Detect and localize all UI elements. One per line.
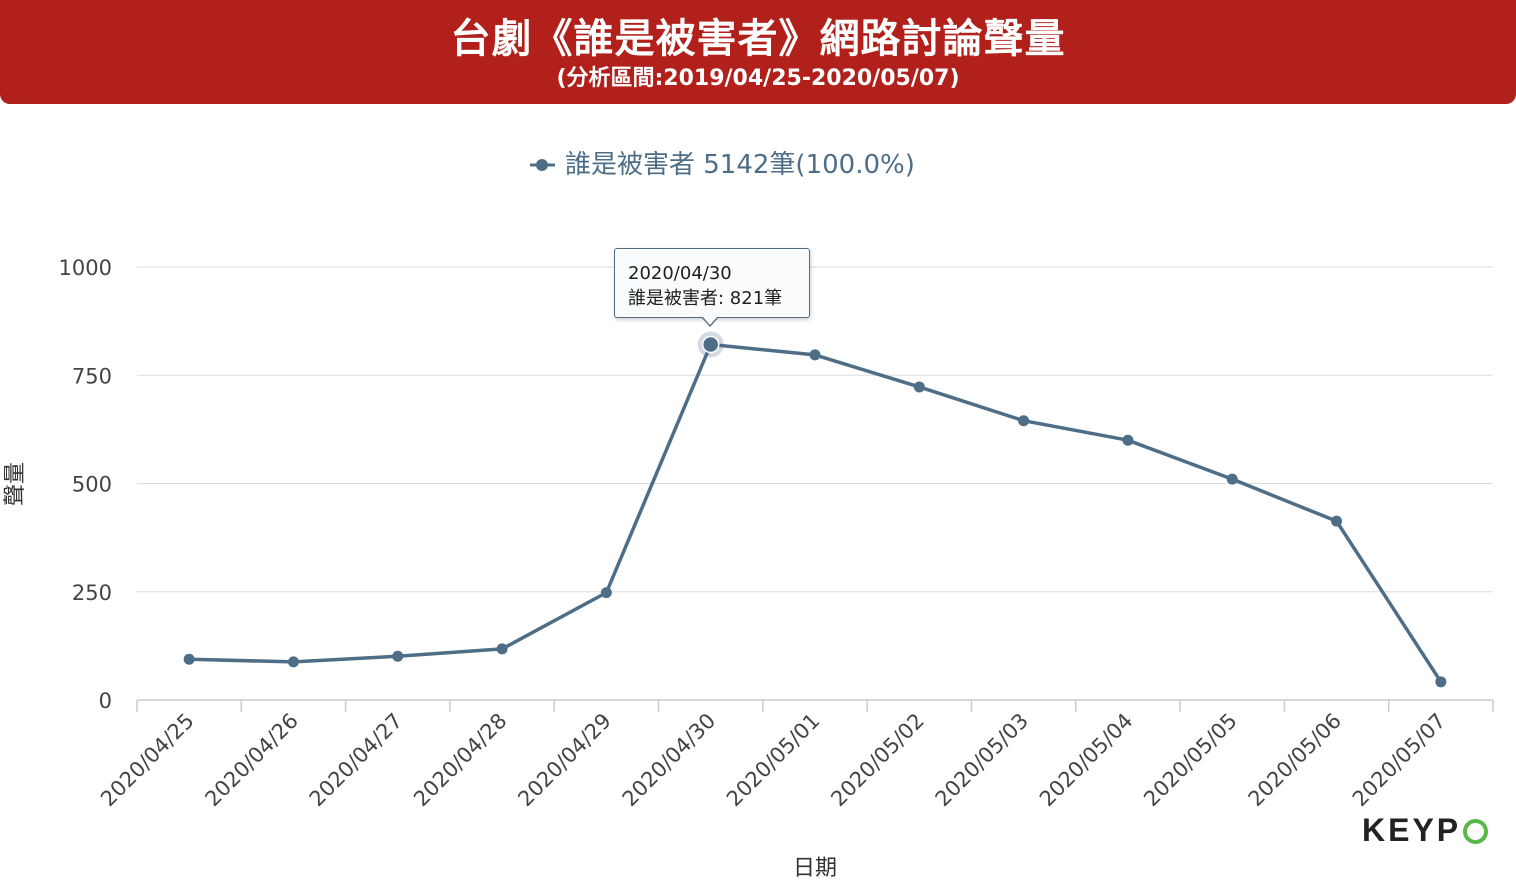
x-tick-label: 2020/04/28 — [409, 709, 512, 812]
y-tick-label: 500 — [72, 473, 112, 497]
x-tick-label: 2020/05/03 — [931, 709, 1034, 812]
data-point — [496, 643, 508, 655]
x-tick-label: 2020/04/30 — [618, 709, 721, 812]
data-point — [1435, 676, 1447, 688]
x-tick-label: 2020/05/01 — [722, 709, 825, 812]
tooltip-value: 誰是被害者: 821筆 — [628, 288, 783, 309]
y-tick-label: 750 — [72, 364, 112, 388]
y-axis-title: 聲量 — [3, 462, 28, 506]
x-tick-label: 2020/05/05 — [1139, 709, 1242, 812]
grid — [137, 266, 1493, 593]
tooltip-pointer-fill — [702, 316, 718, 325]
y-tick-label: 0 — [99, 689, 112, 713]
x-tick-label: 2020/04/29 — [513, 709, 616, 812]
legend-label: 誰是被害者 5142筆(100.0%) — [565, 150, 915, 180]
x-tick-label: 2020/05/04 — [1035, 709, 1138, 812]
data-point — [287, 656, 299, 668]
x-tick-label: 2020/05/02 — [826, 709, 929, 812]
x-tick-label: 2020/04/27 — [305, 709, 408, 812]
data-point — [809, 349, 821, 361]
legend[interactable]: 誰是被害者 5142筆(100.0%) — [530, 150, 915, 180]
data-point — [1226, 473, 1238, 485]
data-point — [600, 587, 612, 599]
series-line — [189, 342, 1443, 683]
tooltip-date: 2020/04/30 — [628, 263, 732, 284]
data-tooltip: 2020/04/30 誰是被害者: 821筆 — [614, 248, 810, 318]
series — [183, 331, 1447, 688]
data-point — [1122, 434, 1134, 446]
chart-title: 台劇《誰是被害者》網路討論聲量 — [450, 16, 1066, 62]
x-tick-label: 2020/05/07 — [1348, 709, 1451, 812]
legend-marker-icon — [536, 159, 548, 171]
x-axis-title: 日期 — [793, 856, 837, 881]
data-point — [1018, 415, 1030, 427]
logo-text: KEYP — [1362, 812, 1462, 848]
data-point — [183, 653, 195, 665]
data-point-highlighted — [701, 335, 720, 354]
y-tick-label: 1000 — [59, 256, 112, 280]
chart-subtitle: (分析區間:2019/04/25-2020/05/07) — [556, 66, 960, 91]
title-banner: 台劇《誰是被害者》網路討論聲量 (分析區間:2019/04/25-2020/05… — [0, 0, 1516, 104]
data-point — [1331, 515, 1343, 527]
keypo-logo: KEYP — [1362, 812, 1489, 849]
data-point — [913, 381, 925, 393]
data-point — [392, 650, 404, 662]
x-tick-label: 2020/04/25 — [96, 709, 199, 812]
x-tick-label: 2020/05/06 — [1244, 709, 1347, 812]
logo-circle-icon — [1463, 819, 1489, 844]
y-tick-label: 250 — [72, 581, 112, 605]
x-tick-label: 2020/04/26 — [200, 709, 303, 812]
